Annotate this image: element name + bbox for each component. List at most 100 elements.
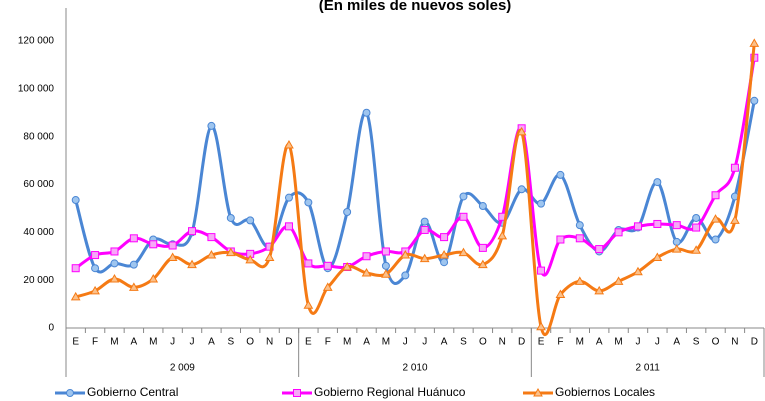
x-tick-label: N: [266, 337, 273, 348]
legend-label: Gobierno Regional Huánuco: [314, 385, 466, 399]
marker: [536, 321, 546, 331]
marker: [129, 234, 138, 243]
marker: [246, 216, 255, 225]
marker: [187, 259, 197, 269]
x-tick-label: D: [518, 337, 525, 348]
marker: [91, 264, 100, 273]
marker: [533, 387, 543, 397]
marker: [692, 223, 701, 232]
x-tick-label: A: [131, 337, 138, 348]
x-tick-label: O: [712, 337, 720, 348]
marker: [633, 222, 642, 231]
marker: [109, 273, 120, 283]
marker: [440, 233, 449, 242]
marker: [304, 259, 313, 268]
marker: [342, 262, 353, 271]
marker: [381, 261, 390, 270]
marker: [749, 38, 760, 47]
marker: [653, 178, 662, 187]
legend-label: Gobierno Central: [87, 385, 178, 399]
marker: [517, 185, 526, 194]
marker: [226, 213, 235, 222]
marker: [555, 289, 566, 299]
x-tick-label: O: [479, 337, 487, 348]
marker: [381, 247, 390, 256]
marker: [439, 250, 449, 259]
group-label: 2 010: [402, 363, 427, 374]
marker: [458, 247, 469, 257]
marker: [613, 276, 624, 285]
chart-title: (En miles de nuevos soles): [319, 0, 512, 14]
marker: [362, 108, 371, 117]
x-tick-label: M: [149, 337, 157, 348]
x-tick-label: J: [403, 337, 408, 348]
marker: [440, 258, 449, 267]
y-tick-label: 60 000: [23, 179, 54, 190]
marker: [303, 300, 314, 309]
marker: [478, 243, 487, 252]
marker: [575, 221, 584, 230]
x-tick-label: N: [731, 337, 738, 348]
marker: [459, 212, 468, 221]
marker: [207, 121, 216, 130]
x-tick-label: M: [110, 337, 118, 348]
x-tick-label: M: [614, 337, 622, 348]
x-tick-label: F: [92, 337, 98, 348]
group-label: 2 009: [170, 363, 195, 374]
y-tick-label: 0: [48, 323, 54, 334]
marker: [284, 193, 293, 202]
marker: [149, 240, 158, 249]
x-tick-label: J: [190, 337, 195, 348]
y-tick-label: 120 000: [18, 36, 55, 47]
marker: [71, 196, 80, 205]
marker: [129, 260, 138, 269]
marker: [167, 252, 178, 261]
x-tick-label: A: [363, 337, 370, 348]
marker: [66, 389, 74, 397]
marker: [574, 276, 585, 285]
x-tick-label: M: [343, 337, 351, 348]
marker: [362, 252, 371, 261]
x-tick-label: E: [72, 337, 79, 348]
x-tick-label: S: [693, 337, 700, 348]
marker: [477, 259, 488, 269]
marker: [110, 247, 119, 256]
x-tick-label: J: [635, 337, 640, 348]
x-tick-label: A: [596, 337, 603, 348]
marker: [304, 198, 313, 207]
marker: [322, 282, 333, 291]
group-label: 2 011: [636, 363, 661, 374]
marker: [711, 191, 720, 200]
marker: [264, 252, 275, 261]
marker: [595, 245, 604, 254]
marker: [293, 389, 301, 397]
x-tick-label: J: [422, 337, 427, 348]
series-line: [74, 57, 756, 277]
marker: [575, 234, 584, 243]
marker: [70, 291, 81, 301]
marker: [206, 250, 217, 259]
marker: [653, 219, 662, 228]
marker: [284, 222, 293, 231]
marker: [400, 250, 411, 259]
marker: [692, 213, 701, 222]
x-tick-label: A: [441, 337, 448, 348]
marker: [188, 227, 197, 236]
marker: [148, 273, 159, 283]
marker: [284, 140, 294, 149]
marker: [110, 259, 119, 268]
x-tick-label: A: [673, 337, 680, 348]
marker: [556, 235, 565, 244]
marker: [556, 170, 565, 179]
marker: [323, 261, 332, 270]
marker: [361, 267, 372, 277]
marker: [652, 252, 663, 261]
marker: [671, 244, 682, 253]
y-tick-label: 40 000: [23, 227, 54, 238]
marker: [537, 266, 546, 275]
marker: [730, 163, 739, 172]
marker: [419, 253, 430, 263]
marker: [420, 225, 429, 234]
x-tick-label: F: [325, 337, 331, 348]
